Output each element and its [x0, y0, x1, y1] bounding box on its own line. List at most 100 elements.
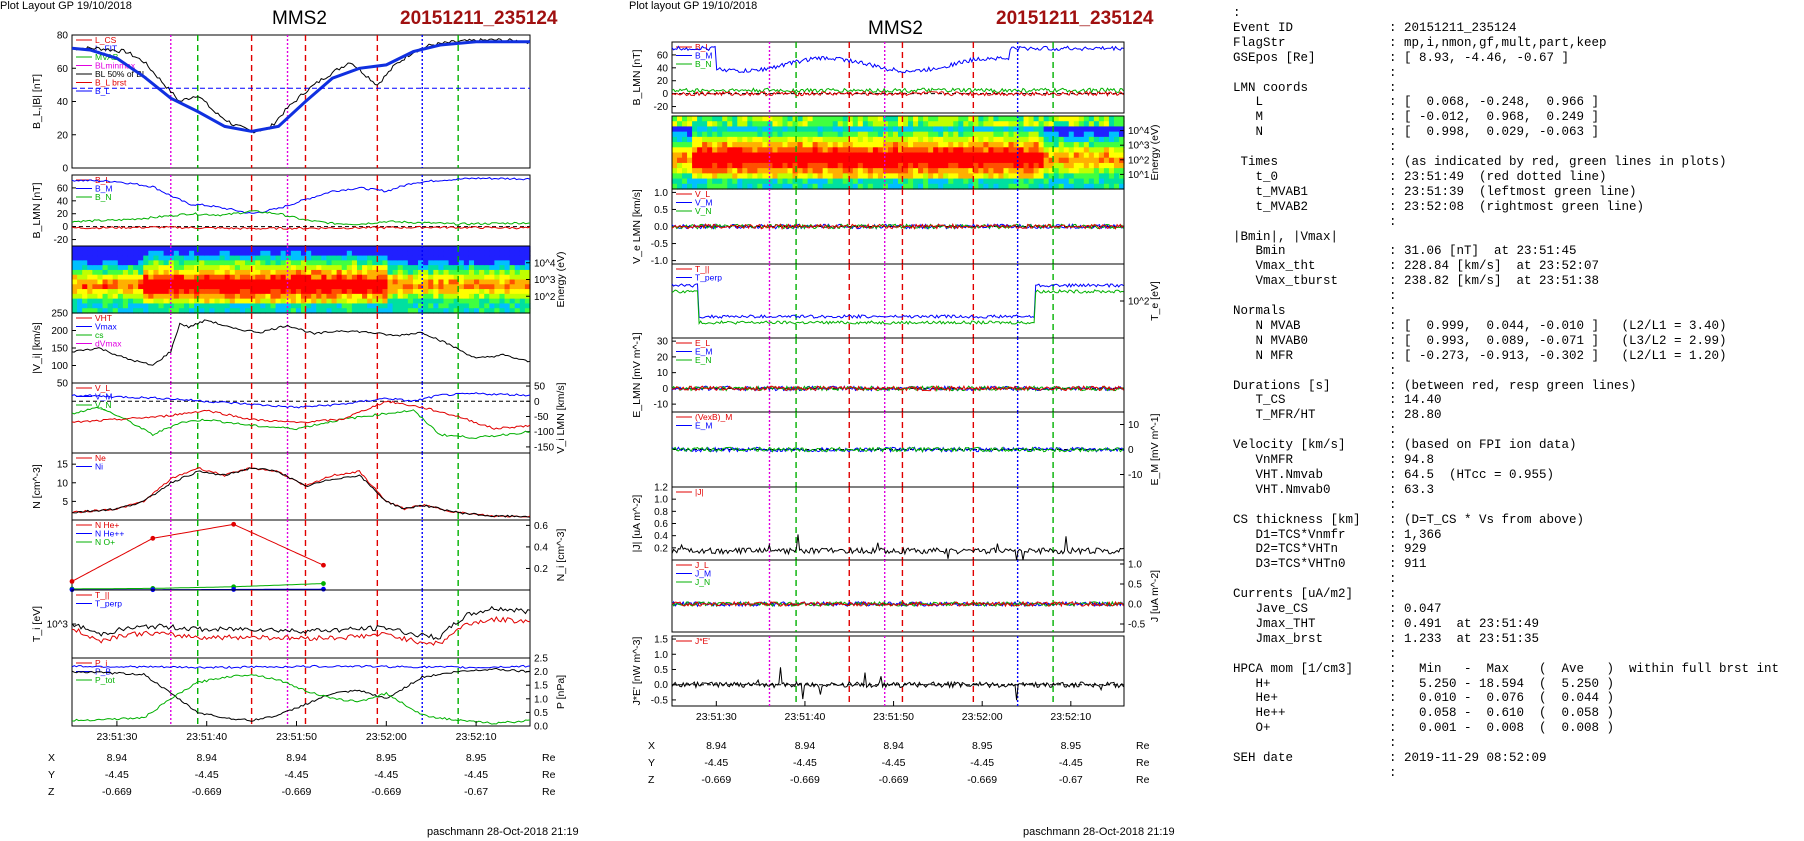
heatmap-cell [687, 157, 693, 164]
heatmap-cell [953, 121, 959, 128]
heatmap-cell [234, 279, 241, 285]
heatmap-cell [341, 298, 348, 305]
heatmap-cell [1018, 162, 1025, 169]
heatmap-cell [707, 116, 713, 122]
heatmap-cell [1108, 173, 1115, 180]
heatmap-cell [782, 142, 789, 148]
heatmap-cell [224, 269, 231, 276]
heatmap-cell [423, 279, 429, 285]
heatmap-cell [1083, 183, 1090, 190]
info-value: : 1.233 at 23:51:35 [1389, 631, 1540, 646]
heatmap-cell [239, 279, 246, 285]
heatmap-cell [1088, 116, 1095, 122]
heatmap-cell [712, 152, 718, 159]
heatmap-cell [448, 289, 455, 295]
heatmap-cell [362, 246, 368, 252]
heatmap-cell [827, 136, 834, 143]
heatmap-cell [677, 121, 683, 128]
heatmap-cell [524, 298, 531, 305]
heatmap-cell [448, 303, 455, 309]
info-value: : [1389, 80, 1397, 95]
heatmap-cell [387, 246, 394, 252]
heatmap-cell [1058, 178, 1065, 185]
heatmap-cell [158, 284, 165, 290]
heatmap-cell [1013, 173, 1020, 180]
panel-frame-right-1 [671, 41, 1125, 114]
heatmap-cell [418, 293, 424, 300]
heatmap-cell [1083, 131, 1090, 138]
ytick-label-left-4: 200 [51, 326, 68, 337]
heatmap-cell [133, 274, 139, 281]
heatmap-cell [903, 152, 909, 159]
heatmap-cell [143, 269, 149, 276]
series-line-left-5 [71, 406, 530, 440]
heatmap-cell [1028, 178, 1035, 185]
heatmap-cell [234, 298, 241, 305]
heatmap-cell [737, 183, 743, 190]
heatmap-cell [973, 142, 979, 148]
info-key: He+ [1233, 691, 1279, 706]
heatmap-cell [807, 152, 814, 159]
heatmap-cell [948, 142, 954, 148]
heatmap-cell [722, 183, 728, 190]
heatmap-cell [260, 250, 266, 257]
heatmap-cell [792, 147, 799, 154]
heatmap-cell [138, 284, 144, 290]
heatmap-cell [782, 147, 789, 154]
heatmap-cell [341, 250, 348, 257]
heatmap-cell [117, 303, 124, 309]
heatmap-cell [802, 121, 809, 128]
heatmap-cell [514, 246, 521, 252]
heatmap-cell [255, 255, 261, 261]
heatmap-cell [199, 289, 205, 295]
heatmap-cell [163, 246, 170, 252]
heatmap-cell [1013, 121, 1020, 128]
heatmap-cell [336, 265, 343, 271]
heatmap-cell [265, 298, 272, 305]
heatmap-cell [102, 269, 109, 276]
heatmap-cell [1023, 121, 1030, 128]
heatmap-cell [1093, 162, 1100, 169]
info-key: N MFR [1233, 348, 1294, 363]
heatmap-cell [923, 162, 929, 169]
heatmap-cell [412, 303, 419, 309]
heatmap-cell [438, 289, 445, 295]
heatmap-cell [509, 265, 516, 271]
heatmap-cell [923, 126, 929, 133]
heatmap-cell [757, 162, 763, 169]
position-value: -0.669 [371, 786, 401, 798]
heatmap-cell [1113, 131, 1120, 138]
info-value: : [1389, 214, 1397, 229]
heatmap-cell [1013, 178, 1020, 185]
heatmap-cell [988, 157, 995, 164]
position-unit: Re [1136, 774, 1150, 786]
heatmap-cell [832, 157, 839, 164]
heatmap-cell [998, 142, 1005, 148]
heatmap-cell [255, 289, 261, 295]
heatmap-cell [913, 126, 919, 133]
legend-label-left-1: B_L [95, 86, 110, 96]
heatmap-cell [463, 284, 470, 290]
heatmap-cell [183, 269, 190, 276]
heatmap-cell [341, 265, 348, 271]
heatmap-cell [993, 131, 1000, 138]
heatmap-cell [993, 116, 1000, 122]
heatmap-cell [316, 279, 322, 285]
heatmap-cell [468, 246, 475, 252]
ytick-label-left-7: 0.6 [534, 521, 548, 532]
heatmap-cell [143, 293, 149, 300]
heatmap-cell [428, 269, 434, 276]
info-value: : [ 8.93, -4.46, -0.67 ] [1389, 50, 1570, 65]
heatmap-cell [173, 303, 180, 309]
heatmap-cell [1088, 131, 1095, 138]
heatmap-cell [913, 162, 919, 169]
position-unit: Re [1136, 757, 1150, 769]
heatmap-cell [928, 142, 934, 148]
legend-label-left-2: B_N [95, 192, 112, 202]
heatmap-cell [802, 157, 809, 164]
heatmap-cell [219, 269, 226, 276]
heatmap-cell [367, 293, 373, 300]
heatmap-cell [702, 126, 708, 133]
heatmap-cell [757, 131, 763, 138]
heatmap-cell [494, 255, 501, 261]
